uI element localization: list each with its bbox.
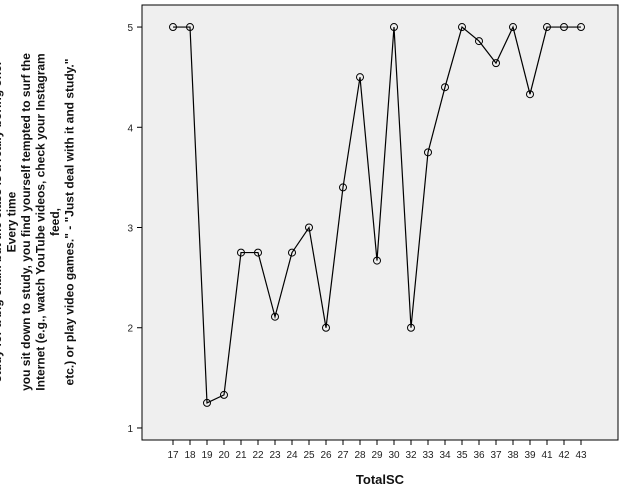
data-point	[509, 23, 517, 32]
data-point	[560, 23, 568, 32]
data-point	[203, 398, 211, 407]
y-axis-title-line: Every time	[5, 191, 19, 252]
data-point	[407, 323, 415, 332]
x-tick-label: 22	[252, 450, 264, 461]
y-axis-title-line: study for a big exam but the class is a …	[0, 62, 4, 382]
data-point	[492, 59, 500, 68]
data-point	[322, 323, 330, 332]
data-point	[305, 223, 313, 232]
x-tick-label: 34	[439, 450, 451, 461]
y-tick-label: 4	[127, 123, 133, 134]
x-tick-label: 19	[201, 450, 213, 461]
data-point	[271, 312, 279, 321]
series-markers	[169, 23, 585, 407]
data-point	[441, 83, 449, 92]
y-axis-title-line: etc.) or play video games." - "Just deal…	[63, 59, 77, 386]
x-tick-label: 17	[167, 450, 179, 461]
data-point	[373, 256, 381, 265]
x-tick-label: 32	[405, 450, 417, 461]
x-tick-label: 42	[558, 450, 570, 461]
data-point	[356, 73, 364, 82]
x-tick-label: 27	[337, 450, 349, 461]
data-point	[543, 23, 551, 32]
data-point	[526, 90, 534, 99]
x-tick-label: 37	[490, 450, 502, 461]
y-tick-label: 2	[127, 324, 133, 335]
x-axis-title: TotalSC	[356, 472, 405, 487]
x-tick-label: 38	[507, 450, 519, 461]
x-tick-label: 26	[320, 450, 332, 461]
x-tick-label: 39	[524, 450, 536, 461]
series-line	[173, 25, 581, 404]
data-point	[339, 183, 347, 192]
data-point	[288, 248, 296, 257]
x-tick-label: 41	[541, 450, 553, 461]
x-tick-label: 20	[218, 450, 230, 461]
y-axis: 1 2 3 4 5	[127, 23, 142, 435]
y-axis-title-line: Internet (e.g., watch YouTube videos, ch…	[34, 53, 48, 390]
data-point	[424, 148, 432, 157]
x-tick-label: 18	[184, 450, 196, 461]
x-tick-label: 33	[422, 450, 434, 461]
x-tick-label: 23	[269, 450, 281, 461]
data-point	[220, 390, 228, 399]
x-tick-label: 21	[235, 450, 247, 461]
data-point	[169, 23, 177, 32]
data-point	[475, 37, 483, 46]
x-tick-label: 36	[473, 450, 485, 461]
data-point	[186, 23, 194, 32]
data-point	[577, 23, 585, 32]
y-tick-label: 3	[127, 224, 133, 235]
x-tick-label: 35	[456, 450, 468, 461]
y-tick-label: 1	[127, 424, 133, 435]
y-tick-label: 5	[127, 23, 133, 34]
data-point	[254, 248, 262, 257]
x-tick-label: 25	[303, 450, 315, 461]
data-point	[458, 23, 466, 32]
x-tick-label: 24	[286, 450, 298, 461]
y-axis-title-line: feed,	[48, 208, 62, 236]
x-tick-label: 28	[354, 450, 366, 461]
x-axis: 17 18 19 20 21 22 23 24 25 26 27 28 29 30 32 33 34 35 36 37…	[167, 440, 587, 461]
data-point	[390, 23, 398, 32]
data-point	[237, 248, 245, 257]
x-tick-label: 43	[575, 450, 587, 461]
x-tick-label: 30	[388, 450, 400, 461]
y-axis-title-line: you sit down to study, you find yourself…	[19, 53, 33, 391]
x-tick-label: 29	[371, 450, 383, 461]
